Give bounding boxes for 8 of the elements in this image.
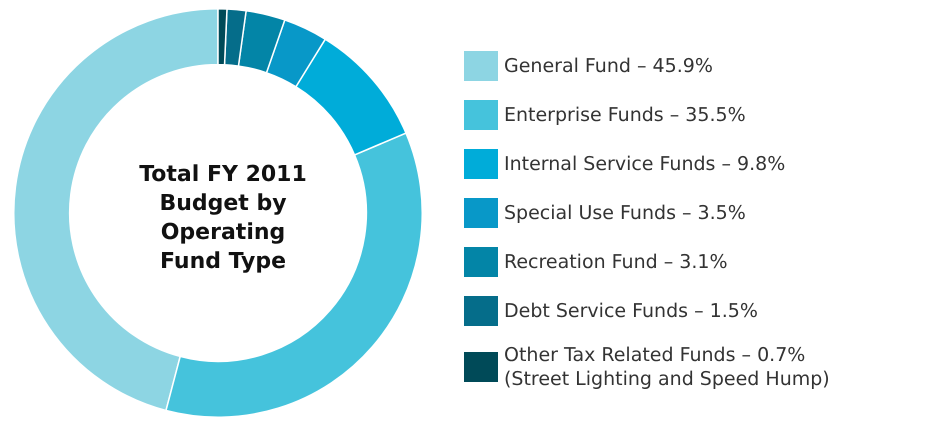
legend-label: Recreation Fund – 3.1% (504, 251, 728, 273)
legend-label: Special Use Funds – 3.5% (504, 202, 746, 224)
legend-label: Debt Service Funds – 1.5% (504, 300, 758, 322)
legend-label: Enterprise Funds – 35.5% (504, 104, 746, 126)
legend-label: Other Tax Related Funds – 0.7% (Street Lighting and Speed Hump) (504, 344, 830, 390)
legend-label: General Fund – 45.9% (504, 55, 713, 77)
legend-label: Internal Service Funds – 9.8% (504, 153, 786, 175)
text: Total FY 2011 Budget by Operating Fund Type (139, 162, 307, 274)
